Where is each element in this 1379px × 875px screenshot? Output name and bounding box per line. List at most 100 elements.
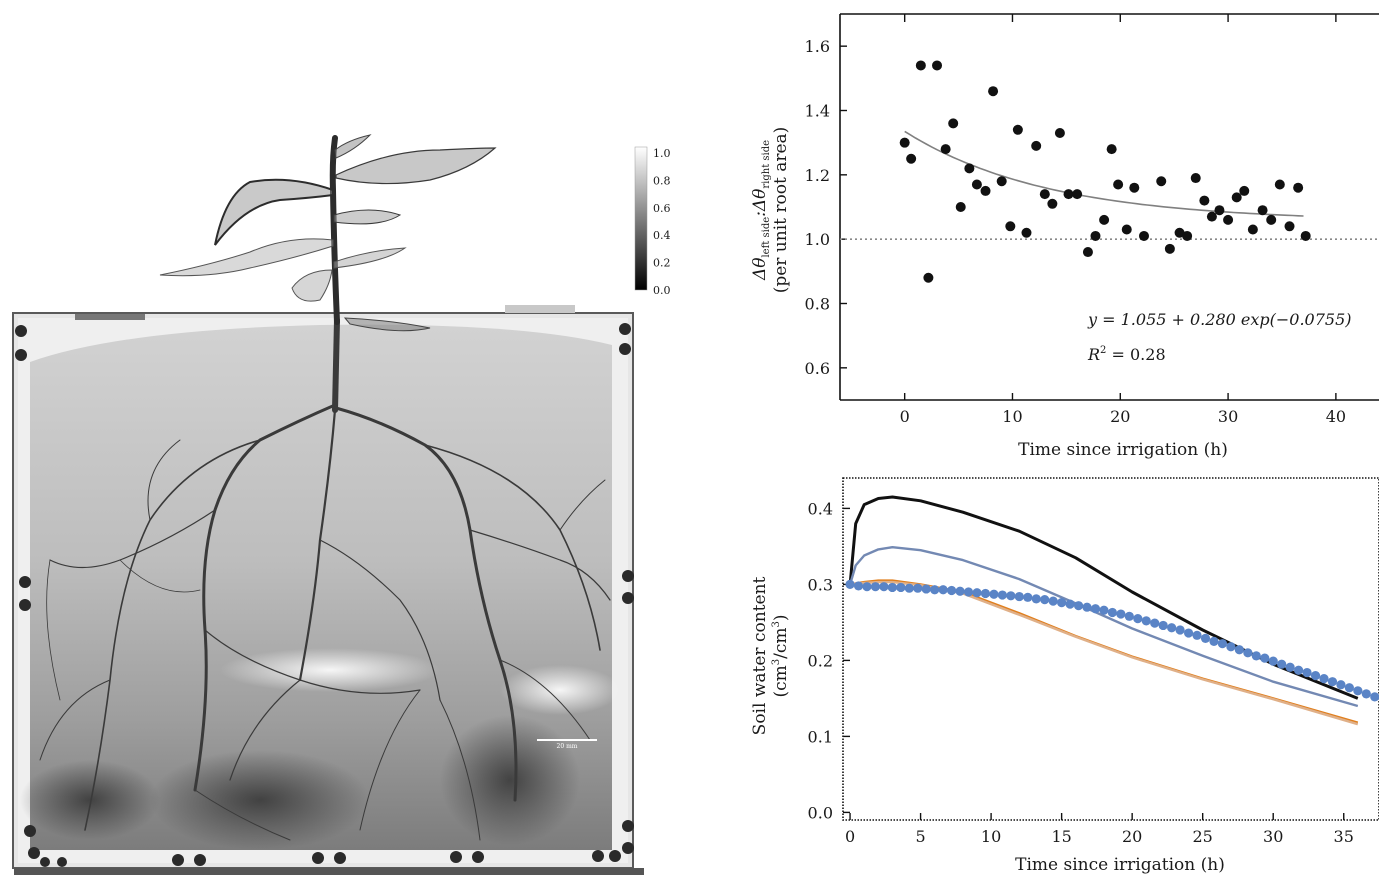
soil-water-markers [845,579,1379,702]
scatter-y-tick-label: 0.6 [805,359,830,378]
r-squared-label: R [1087,345,1100,364]
r-squared-sup: 2 [1100,345,1106,356]
soil-water-marker [1226,642,1236,652]
soil-water-marker [1006,591,1016,601]
leaf-left-upper [214,178,334,246]
soil-water-marker [913,583,923,593]
soil-water-marker [1361,689,1371,699]
soil-water-marker [862,582,872,592]
scatter-y-tick-label: 0.8 [805,295,830,314]
soil-water-marker [1192,630,1202,640]
scatter-point [923,272,934,283]
scatter-point [948,118,959,129]
scatter-ylabel: Δθleft side:Δθright side [750,140,772,281]
leaf-soil-right [343,317,431,332]
soil-water-x-tick-label: 5 [915,827,925,846]
soil-water-x-tick-label: 20 [1122,827,1142,846]
soil-water-x-tick-label: 30 [1263,827,1283,846]
scatter-y-tick-label: 1.4 [805,102,830,121]
soil-water-marker [1310,671,1321,681]
soil-water-marker [1167,623,1177,633]
soil-water-marker [1277,659,1287,669]
soil-water-x-tick-label: 10 [981,827,1001,846]
unit-close: ) [771,614,791,621]
leaf-tip [334,134,372,159]
r-squared-value: = 0.28 [1106,345,1165,364]
scatter-point [1063,189,1074,200]
scatter-x-tick-label: 30 [1218,407,1238,426]
soil-water-series-line [849,580,1359,726]
scatter-axes [839,13,1379,401]
soil-water-marker [963,587,974,597]
scatter-y-tick-label: 1.2 [805,166,830,185]
soil-water-marker [1327,677,1338,687]
frame-tape-left [75,314,145,320]
scatter-points [899,60,1311,283]
soil-water-marker [1057,598,1067,608]
soil-water-y-tick-label: 0.2 [808,651,833,670]
soil-water-marker [1082,602,1092,612]
scatter-point [1099,214,1110,225]
leaf-right-mid [333,209,402,225]
soil-water-marker [980,588,991,599]
plant-shoot [159,134,497,332]
scatter-point [1072,189,1083,200]
soil-water-marker [1294,665,1304,675]
soil-water-plot-frame [842,477,1379,821]
scatter-point [1257,205,1268,216]
soil-water-ylabel-line2: (cm3/cm3) [771,614,791,697]
soil-water-marker [1370,692,1379,702]
scatter-tick-labels: 0 10 20 30 40 0.6 0.8 1.0 1.2 1.4 1.6 [805,37,1347,426]
scatter-point [1039,189,1050,200]
scatter-point [1106,144,1117,155]
soil-water-marker [1099,605,1109,615]
soil-water-marker [1251,651,1261,661]
root-dense-patch-b [440,715,580,845]
colorbar-ticks: 1.0 0.8 0.6 0.4 0.2 0.0 [653,147,671,297]
soil-water-marker [1336,680,1346,690]
soil-water-marker [1260,653,1270,663]
frame-base [14,868,644,875]
scatter-point [932,60,943,71]
scatter-x-tick-label: 0 [900,407,910,426]
leaf-lower-cotyledon [291,269,333,302]
leaf-left-lower [159,238,334,277]
soil-water-x-tick-label: 25 [1193,827,1213,846]
scatter-point [1012,124,1023,135]
soil-water-marker [870,582,881,592]
scatter-point [1054,128,1065,139]
soil-water-ylabel-line1: Soil water content [750,577,770,736]
soil-water-marker [1048,596,1058,606]
soil-water-series-line [848,546,1359,708]
soil-water-marker [955,586,965,596]
scatter-point [1121,224,1132,235]
scatter-point [964,163,975,174]
scatter-point [1300,230,1311,241]
soil-water-marker [1302,667,1312,678]
soil-water-marker [989,589,999,599]
soil-water-marker [1200,633,1211,643]
soil-water-marker [1353,686,1363,696]
scatter-ylabel-line2: (per unit root area) [771,127,791,294]
wet-front-light [220,648,440,692]
frame-tape-right [505,305,575,313]
soil-water-marker [1065,599,1075,609]
scatter-point [1293,182,1304,193]
scatter-point [1223,214,1234,225]
colorbar-tick-label: 1.0 [653,147,671,160]
soil-water-marker [1285,662,1295,672]
scatter-chart: 0 10 20 30 40 0.6 0.8 1.0 1.2 1.4 1.6 Time since i… [750,13,1379,460]
soil-water-marker [1183,628,1194,638]
soil-water-marker [1073,601,1084,611]
soil-water-marker [930,585,940,595]
leaf-top-right [335,147,497,185]
soil-water-axes [842,477,1379,821]
root-radiograph: 20 mm 1.0 0.8 0.6 0.4 0.2 0.0 [12,134,671,875]
scatter-point [1156,176,1167,187]
soil-water-marker [845,579,855,590]
ylabel-delta-theta-left: Δθ [750,258,770,282]
frame-screws [15,323,634,867]
scatter-point [1113,179,1124,190]
scale-bar-label: 20 mm [557,743,578,750]
